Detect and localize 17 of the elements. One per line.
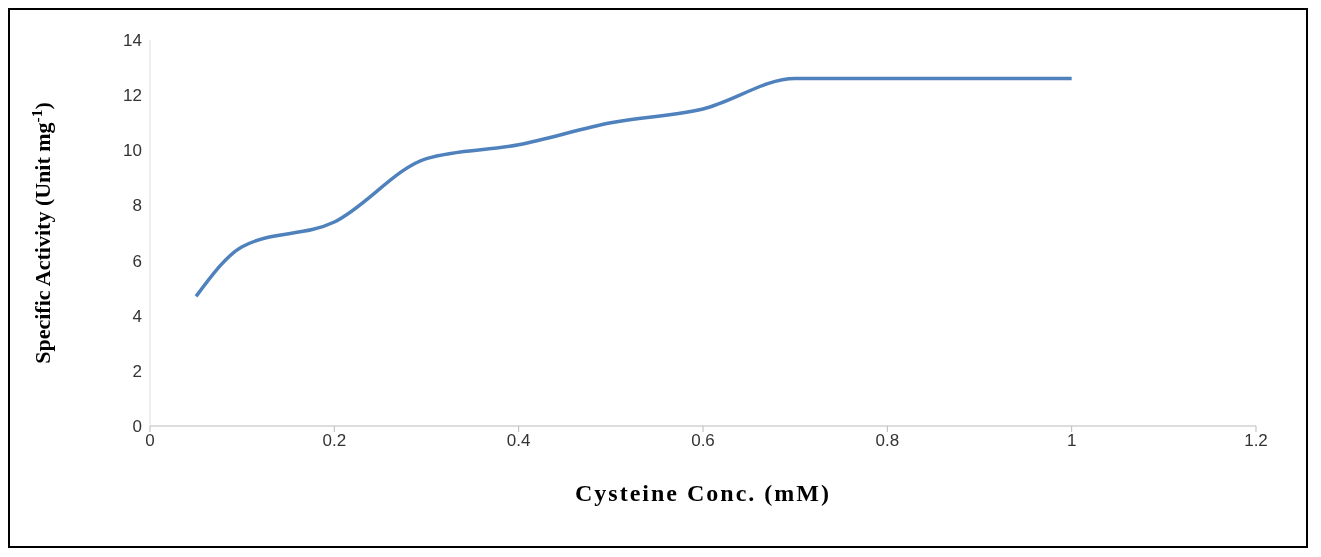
line-series [194, 76, 1074, 299]
y-tick-label: 10 [123, 141, 142, 161]
x-tick-label: 0.4 [506, 431, 531, 451]
y-tick-label: 2 [132, 361, 142, 381]
x-tick-label: 0.8 [875, 431, 900, 451]
x-tick-label: 1.2 [1244, 431, 1268, 451]
y-tick-label: 8 [132, 196, 142, 216]
x-tick-label: 0 [145, 431, 155, 451]
y-tick-label: 14 [123, 31, 142, 51]
y-tick-label: 6 [132, 251, 142, 271]
x-tick-label: 1 [1066, 431, 1077, 451]
y-tick-label: 4 [132, 306, 142, 326]
x-tick-label: 0.6 [691, 431, 715, 451]
y-tick-label: 12 [123, 86, 142, 106]
y-tick-label: 0 [132, 417, 142, 437]
x-tick-label: 0.2 [322, 431, 347, 451]
x-axis-title: Cysteine Conc. (mM) [575, 480, 831, 506]
